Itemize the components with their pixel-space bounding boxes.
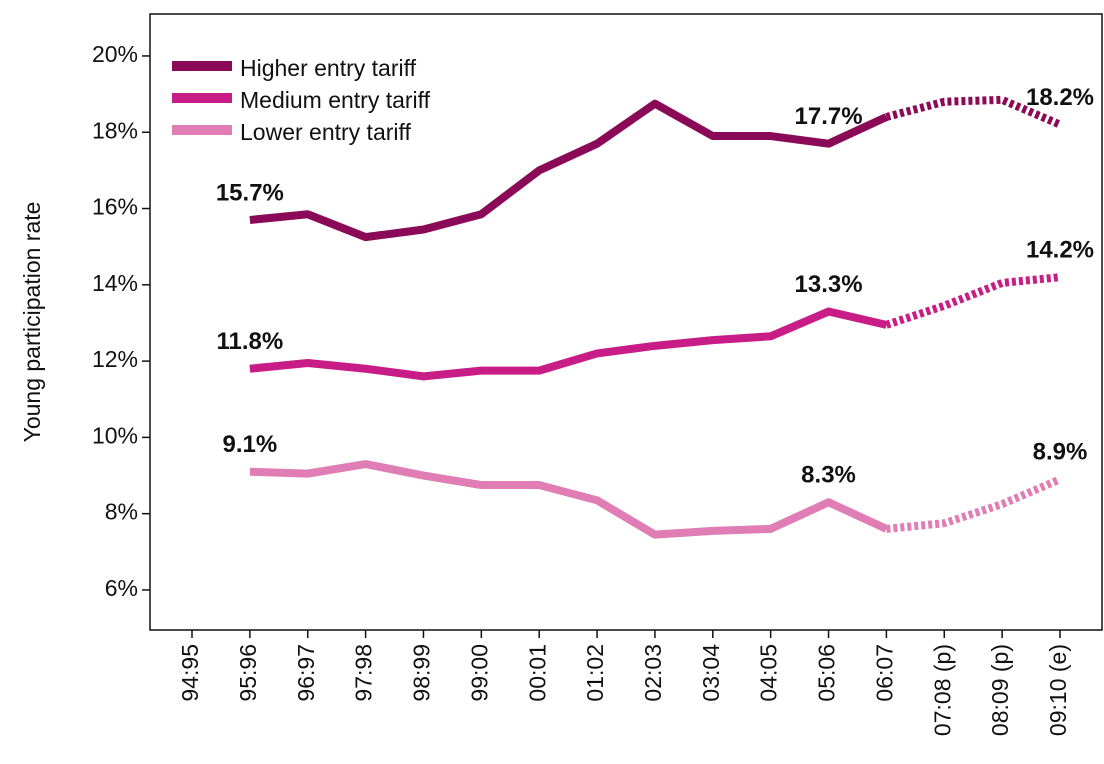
plot-frame <box>149 13 1103 631</box>
projected-line <box>886 475 1062 533</box>
projected-line <box>885 95 1062 129</box>
x-tick-label: 95:96 <box>235 644 261 702</box>
value-label: 14.2% <box>1026 237 1094 264</box>
x-tick-label: 08:09 (p) <box>987 644 1013 736</box>
legend-label: Medium entry tariff <box>240 87 431 113</box>
legend-label: Higher entry tariff <box>240 55 417 81</box>
value-label: 9.1% <box>223 431 278 458</box>
value-label: 8.9% <box>1033 439 1088 466</box>
y-tick-label: 18% <box>92 117 138 143</box>
value-label: 13.3% <box>795 271 863 298</box>
x-tick-label: 06:07 <box>871 644 897 702</box>
y-tick-label: 10% <box>92 422 138 448</box>
value-label: 8.3% <box>801 462 856 489</box>
y-tick-label: 6% <box>105 575 138 601</box>
value-label: 17.7% <box>795 103 863 130</box>
x-tick-label: 97:98 <box>351 644 377 702</box>
y-tick-label: 20% <box>92 41 138 67</box>
x-tick-label: 03:04 <box>698 644 724 702</box>
x-tick-label: 96:97 <box>293 644 319 702</box>
x-tick-label: 09:10 (e) <box>1045 644 1071 736</box>
x-tick-label: 04:05 <box>756 644 782 702</box>
value-label: 18.2% <box>1026 84 1094 111</box>
y-tick-label: 12% <box>92 346 138 372</box>
value-label: 11.8% <box>216 328 283 355</box>
x-tick-label: 05:06 <box>814 644 840 702</box>
y-axis-label: Young participation rate <box>19 202 45 443</box>
x-tick-label: 07:08 (p) <box>929 644 955 736</box>
x-tick-label: 02:03 <box>640 644 666 702</box>
projected-line <box>885 273 1061 329</box>
x-tick-label: 01:02 <box>582 644 608 702</box>
y-tick-label: 8% <box>105 499 138 525</box>
y-tick-label: 16% <box>92 194 138 220</box>
x-tick-label: 94:95 <box>177 644 203 702</box>
legend-label: Lower entry tariff <box>240 119 411 145</box>
x-tick-label: 00:01 <box>524 644 550 702</box>
series-line <box>249 307 888 381</box>
x-tick-label: 98:99 <box>409 644 435 702</box>
series-line <box>249 460 889 539</box>
value-label: 15.7% <box>216 179 284 206</box>
x-tick-label: 99:00 <box>466 644 492 702</box>
series-line <box>249 99 889 242</box>
y-tick-label: 14% <box>92 270 138 296</box>
